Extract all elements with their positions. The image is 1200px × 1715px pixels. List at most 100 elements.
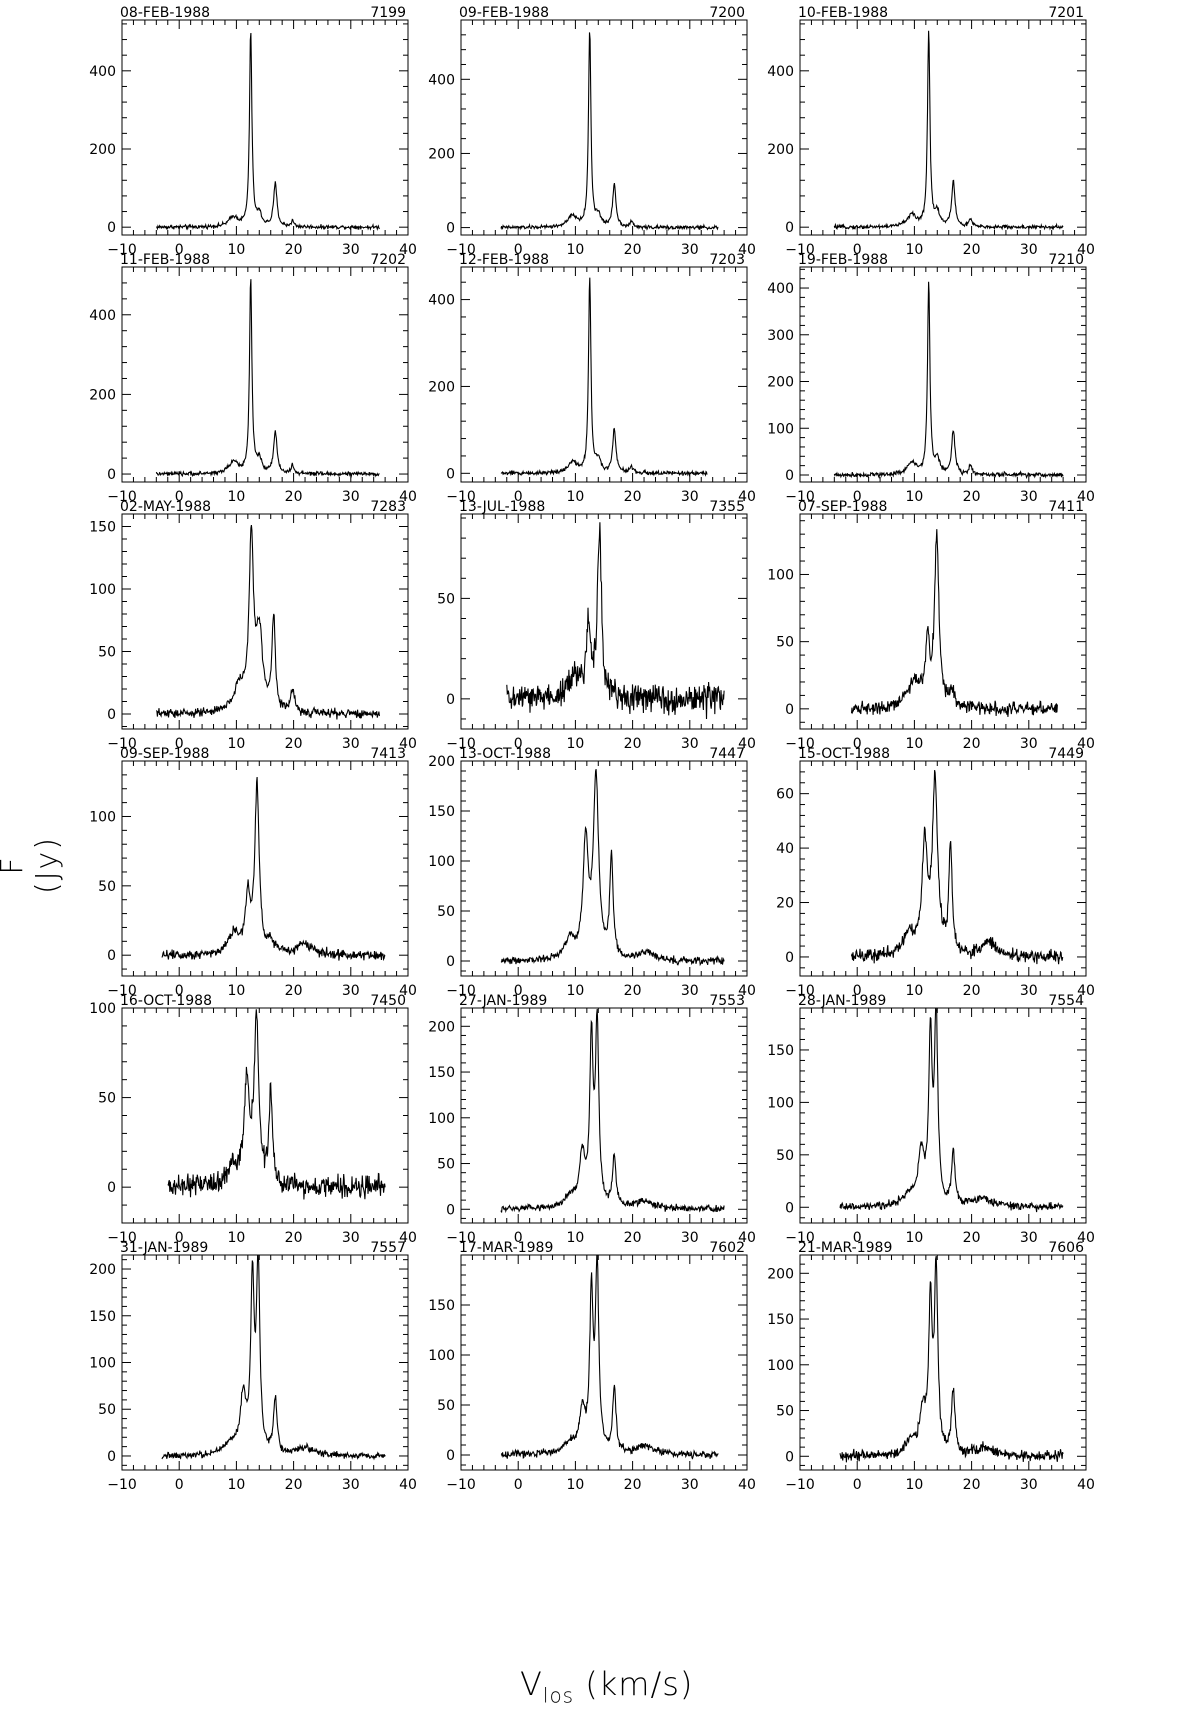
- x-tick-label: 40: [738, 489, 756, 505]
- y-tick-label: 40: [776, 841, 794, 857]
- y-tick-label: 400: [767, 281, 794, 297]
- y-tick-label: 0: [785, 1200, 794, 1216]
- y-tick-label: 0: [446, 221, 455, 237]
- panel-frame: [460, 266, 748, 483]
- y-tick-label: 50: [437, 904, 455, 920]
- spectrum-line: [833, 30, 1064, 231]
- panel-id: 7203: [709, 252, 745, 268]
- y-tick-label: 150: [428, 1065, 455, 1081]
- x-tick-label: 0: [514, 736, 523, 752]
- panel-date: 27-JAN-1989: [459, 993, 547, 1009]
- spectrum-line: [839, 1255, 1064, 1463]
- panel-id: 7557: [370, 1240, 406, 1256]
- x-tick-label: 10: [227, 242, 245, 258]
- panel-id: 7606: [1048, 1240, 1084, 1256]
- x-tick-label: 10: [227, 736, 245, 752]
- y-tick-label: 150: [428, 804, 455, 820]
- x-tick-label: 40: [399, 983, 417, 999]
- y-tick-label: 0: [107, 1180, 116, 1196]
- y-tick-label: 100: [428, 854, 455, 870]
- x-tick-label: 10: [566, 983, 584, 999]
- x-tick-label: −10: [446, 983, 476, 999]
- y-tick-label: 200: [428, 754, 455, 770]
- panel-date: 13-OCT-1988: [459, 746, 551, 762]
- panel-id: 7210: [1048, 252, 1084, 268]
- x-tick-label: 0: [175, 242, 184, 258]
- y-tick-label: 400: [428, 72, 455, 88]
- x-tick-label: −10: [785, 1230, 815, 1246]
- panel-id: 7602: [709, 1240, 745, 1256]
- x-tick-label: 0: [853, 242, 862, 258]
- x-tick-label: 10: [566, 242, 584, 258]
- x-tick-label: 10: [905, 1230, 923, 1246]
- y-tick-label: 100: [89, 1001, 116, 1017]
- y-tick-label: 50: [437, 591, 455, 607]
- x-tick-label: 0: [175, 489, 184, 505]
- y-tick-label: 200: [767, 375, 794, 391]
- x-tick-label: 40: [399, 736, 417, 752]
- x-tick-label: 20: [285, 489, 303, 505]
- x-tick-label: 10: [227, 1477, 245, 1493]
- y-tick-label: 300: [767, 328, 794, 344]
- panel-frame: [460, 760, 748, 977]
- spectrum-line: [500, 277, 708, 477]
- y-tick-label: 100: [767, 421, 794, 437]
- spectrum-line: [839, 1008, 1064, 1213]
- panel-frame: [460, 1254, 748, 1471]
- y-tick-label: 0: [785, 950, 794, 966]
- panel-frame: [121, 19, 409, 236]
- y-tick-label: 400: [89, 308, 116, 324]
- y-tick-label: 0: [785, 702, 794, 718]
- x-tick-label: 10: [905, 983, 923, 999]
- x-tick-label: −10: [785, 1477, 815, 1493]
- panel-date: 16-OCT-1988: [120, 993, 212, 1009]
- spectrum-panel: −10 0 10 20 30 40 0 20 40 60 15-OCT-1988 7449: [776, 746, 1095, 999]
- y-tick-label: 0: [107, 707, 116, 723]
- x-tick-label: 10: [227, 983, 245, 999]
- x-tick-label: 0: [514, 489, 523, 505]
- y-tick-label: 0: [107, 1449, 116, 1465]
- x-tick-label: −10: [107, 1477, 137, 1493]
- x-tick-label: 30: [342, 242, 360, 258]
- panel-date: 28-JAN-1989: [798, 993, 886, 1009]
- spectrum-line: [500, 32, 719, 232]
- spectrum-line: [850, 529, 1058, 717]
- x-tick-label: −10: [107, 1230, 137, 1246]
- x-tick-label: 30: [1020, 736, 1038, 752]
- x-axis-label-unit: (km/s): [585, 1665, 694, 1703]
- x-tick-label: 0: [175, 736, 184, 752]
- panel-frame: [799, 760, 1087, 977]
- spectrum-line: [500, 1008, 725, 1214]
- y-tick-label: 50: [98, 645, 116, 661]
- panel-date: 31-JAN-1989: [120, 1240, 208, 1256]
- spectrum-line: [155, 32, 380, 232]
- panel-id: 7201: [1048, 5, 1084, 21]
- y-tick-label: 400: [428, 293, 455, 309]
- panel-id: 7413: [370, 746, 406, 762]
- x-tick-label: 0: [514, 983, 523, 999]
- x-tick-label: 0: [514, 242, 523, 258]
- x-tick-label: 10: [566, 1230, 584, 1246]
- y-tick-label: 50: [776, 635, 794, 651]
- panel-id: 7283: [370, 499, 406, 515]
- x-tick-label: 40: [399, 489, 417, 505]
- y-tick-label: 150: [89, 520, 116, 536]
- x-tick-label: 20: [285, 242, 303, 258]
- y-tick-label: 20: [776, 896, 794, 912]
- spectrum-line: [167, 1009, 386, 1200]
- x-tick-label: 40: [738, 1477, 756, 1493]
- spectrum-line: [500, 768, 725, 967]
- x-tick-label: 20: [285, 983, 303, 999]
- panel-id: 7199: [370, 5, 406, 21]
- y-tick-label: 0: [107, 220, 116, 236]
- panel-date: 19-FEB-1988: [798, 252, 888, 268]
- x-tick-label: 30: [342, 489, 360, 505]
- x-tick-label: −10: [446, 242, 476, 258]
- x-tick-label: −10: [785, 736, 815, 752]
- x-tick-label: 20: [624, 489, 642, 505]
- x-tick-label: 10: [566, 736, 584, 752]
- spectrum-line: [155, 279, 380, 479]
- y-tick-label: 100: [89, 582, 116, 598]
